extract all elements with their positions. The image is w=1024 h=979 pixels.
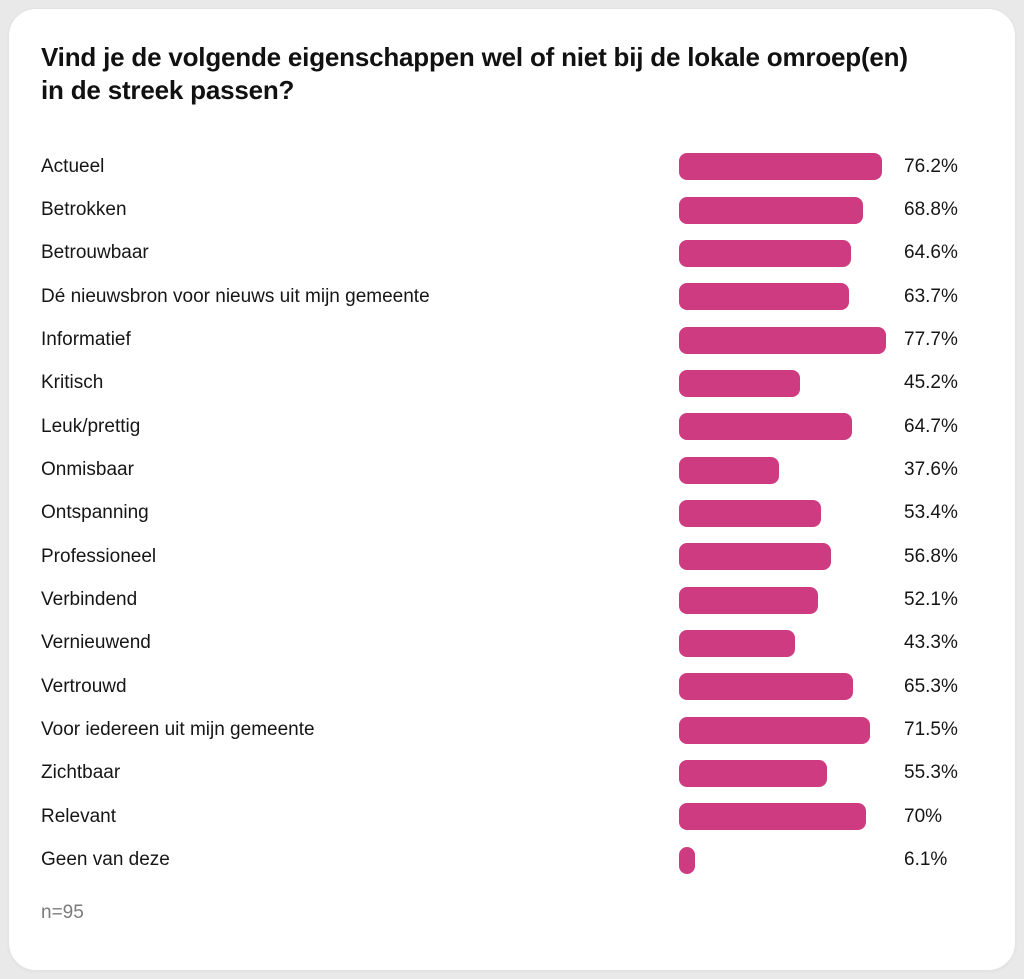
category-label: Relevant <box>41 805 116 827</box>
bar-row: Actueel 76.2% <box>9 145 1015 188</box>
value-label: 53.4% <box>904 502 958 524</box>
value-label: 56.8% <box>904 545 958 567</box>
category-label: Vertrouwd <box>41 675 127 697</box>
category-label: Betrouwbaar <box>41 242 149 264</box>
bar-row: Zichtbaar 55.3% <box>9 752 1015 795</box>
category-label: Ontspanning <box>41 502 149 524</box>
bar-track <box>679 283 904 311</box>
bar-row: Relevant 70% <box>9 795 1015 838</box>
bar <box>679 239 852 267</box>
bar-track <box>679 326 904 354</box>
bar-row: Ontspanning 53.4% <box>9 492 1015 535</box>
bar-chart: Actueel 76.2% Betrokken 68.8% Betrouwbaa… <box>9 145 1015 882</box>
value-label: 76.2% <box>904 155 958 177</box>
value-label: 63.7% <box>904 285 958 307</box>
value-label: 6.1% <box>904 849 948 871</box>
bar <box>679 153 883 181</box>
bar <box>679 543 831 571</box>
bar-track <box>679 456 904 484</box>
category-label: Voor iedereen uit mijn gemeente <box>41 719 315 741</box>
category-label: Professioneel <box>41 545 157 567</box>
bar <box>679 759 827 787</box>
bar-row: Kritisch 45.2% <box>9 362 1015 405</box>
chart-card: Vind je de volgende eigenschappen wel of… <box>8 8 1016 971</box>
bar <box>679 369 800 397</box>
bar <box>679 456 780 484</box>
bar-track <box>679 239 904 267</box>
bar-track <box>679 803 904 831</box>
value-label: 64.7% <box>904 415 958 437</box>
category-label: Informatief <box>41 329 131 351</box>
category-label: Actueel <box>41 155 105 177</box>
value-label: 43.3% <box>904 632 958 654</box>
bar-row: Vernieuwend 43.3% <box>9 622 1015 665</box>
bar-track <box>679 369 904 397</box>
bar-row: Onmisbaar 37.6% <box>9 448 1015 491</box>
bar <box>679 629 795 657</box>
bar <box>679 716 870 744</box>
bar <box>679 586 818 614</box>
bar-row: Betrouwbaar 64.6% <box>9 232 1015 275</box>
bar <box>679 283 849 311</box>
bar <box>679 413 852 441</box>
category-label: Kritisch <box>41 372 104 394</box>
bar-track <box>679 673 904 701</box>
bar-track <box>679 543 904 571</box>
value-label: 71.5% <box>904 719 958 741</box>
category-label: Zichtbaar <box>41 762 121 784</box>
bar-track <box>679 586 904 614</box>
bar-track <box>679 413 904 441</box>
value-label: 70% <box>904 805 943 827</box>
bar-row: Voor iedereen uit mijn gemeente 71.5% <box>9 708 1015 751</box>
value-label: 37.6% <box>904 459 958 481</box>
bar-row: Professioneel 56.8% <box>9 535 1015 578</box>
bar-track <box>679 716 904 744</box>
category-label: Leuk/prettig <box>41 415 141 437</box>
bar-track <box>679 196 904 224</box>
bar-row: Betrokken 68.8% <box>9 188 1015 231</box>
value-label: 55.3% <box>904 762 958 784</box>
category-label: Onmisbaar <box>41 459 134 481</box>
value-label: 64.6% <box>904 242 958 264</box>
value-label: 77.7% <box>904 329 958 351</box>
bar-track <box>679 759 904 787</box>
bar-row: Verbindend 52.1% <box>9 578 1015 621</box>
bar-row: Informatief 77.7% <box>9 318 1015 361</box>
value-label: 65.3% <box>904 675 958 697</box>
category-label: Vernieuwend <box>41 632 151 654</box>
sample-size-note: n=95 <box>41 902 84 923</box>
bar-row: Vertrouwd 65.3% <box>9 665 1015 708</box>
category-label: Geen van deze <box>41 849 170 871</box>
category-label: Betrokken <box>41 199 127 221</box>
bar-track <box>679 499 904 527</box>
category-label: Verbindend <box>41 589 138 611</box>
category-label: Dé nieuwsbron voor nieuws uit mijn gemee… <box>41 285 430 307</box>
chart-title: Vind je de volgende eigenschappen wel of… <box>41 42 908 105</box>
bar-track <box>679 629 904 657</box>
bar-row: Geen van deze 6.1% <box>9 839 1015 882</box>
bar <box>679 326 887 354</box>
bar-track <box>679 846 904 874</box>
bar <box>679 846 696 874</box>
bar <box>679 196 863 224</box>
value-label: 52.1% <box>904 589 958 611</box>
bar-row: Dé nieuwsbron voor nieuws uit mijn gemee… <box>9 275 1015 318</box>
bar <box>679 673 854 701</box>
bar <box>679 499 822 527</box>
bar <box>679 803 866 831</box>
bar-track <box>679 153 904 181</box>
value-label: 68.8% <box>904 199 958 221</box>
bar-row: Leuk/prettig 64.7% <box>9 405 1015 448</box>
value-label: 45.2% <box>904 372 958 394</box>
